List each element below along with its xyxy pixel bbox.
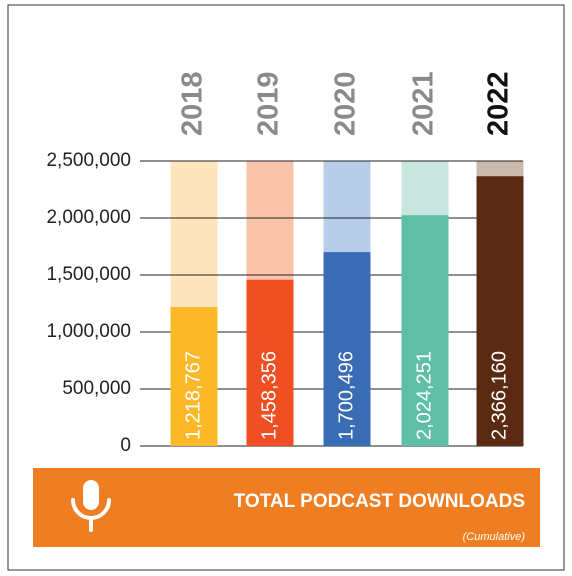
mic-icon xyxy=(71,480,111,532)
bar xyxy=(476,176,524,447)
x-tick-label: 2020 xyxy=(330,71,362,136)
bar xyxy=(246,279,294,446)
value-label: 2,366,160 xyxy=(488,351,510,440)
y-tick-label: 500,000 xyxy=(62,378,131,399)
y-tick-label: 2,500,000 xyxy=(46,150,131,171)
bar xyxy=(323,252,371,446)
x-tick-label: 2018 xyxy=(177,71,209,136)
bar xyxy=(401,215,449,446)
y-tick-label: 0 xyxy=(120,435,131,456)
value-label: 2,024,251 xyxy=(413,351,435,440)
value-label: 1,218,767 xyxy=(182,351,204,440)
banner xyxy=(33,468,540,547)
y-tick-label: 2,000,000 xyxy=(46,207,131,228)
banner-title: TOTAL PODCAST DOWNLOADS xyxy=(234,491,525,512)
y-tick-label: 1,000,000 xyxy=(46,321,131,342)
value-label: 1,458,356 xyxy=(258,351,280,440)
banner-subtitle: (Cumulative) xyxy=(463,531,526,543)
y-tick-label: 1,500,000 xyxy=(46,264,131,285)
x-tick-label: 2021 xyxy=(408,71,440,136)
x-tick-label: 2019 xyxy=(253,71,285,136)
x-tick-label: 2022 xyxy=(483,71,515,136)
value-label: 1,700,496 xyxy=(335,351,357,440)
bar xyxy=(170,307,218,446)
